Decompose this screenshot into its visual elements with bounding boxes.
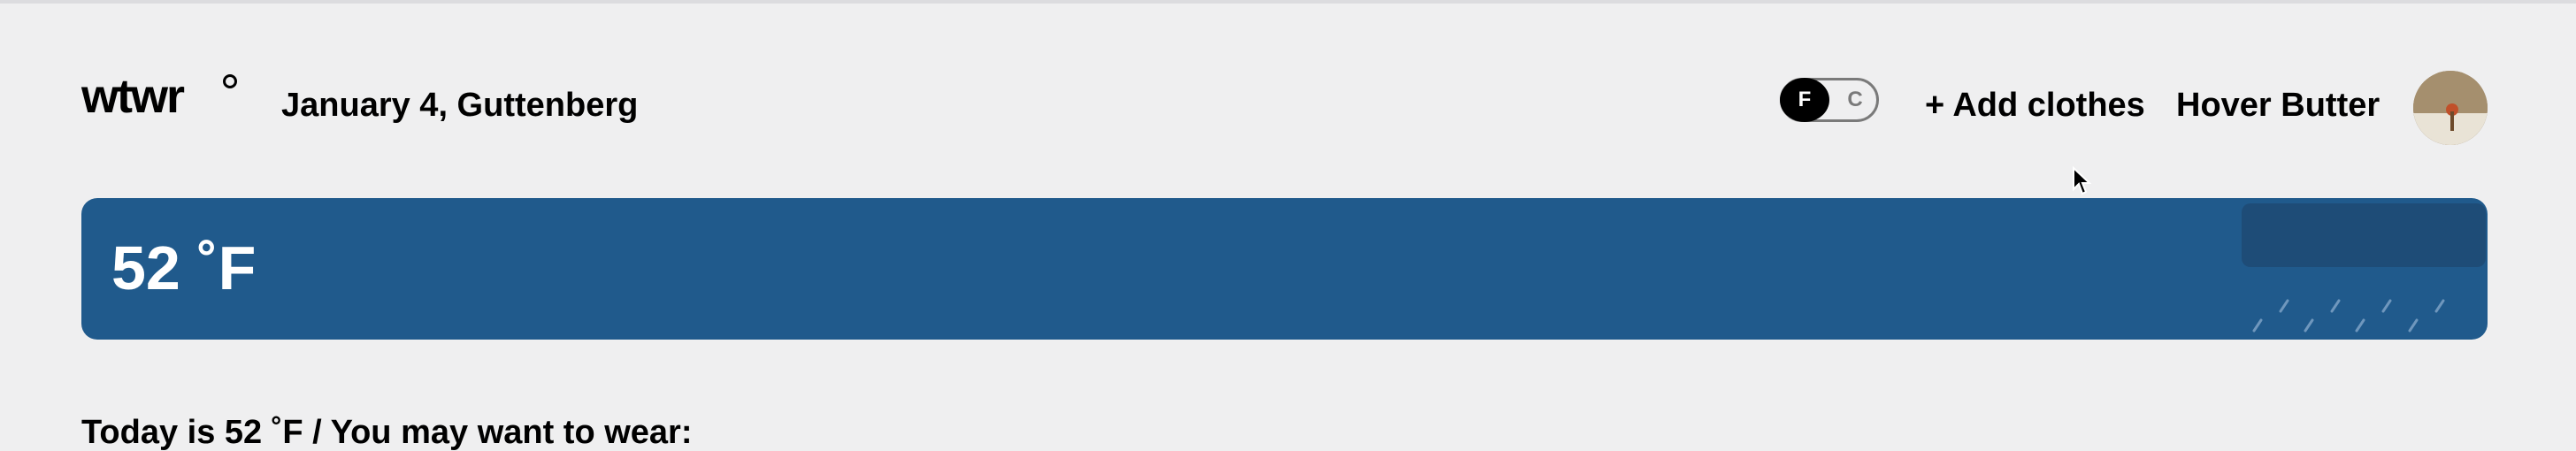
- toggle-option-c[interactable]: C: [1847, 88, 1863, 111]
- avatar-image: [2413, 71, 2488, 145]
- username[interactable]: Hover Butter: [2176, 87, 2380, 124]
- clothing-recommendation-heading: Today is 52 ˚F / You may want to wear:: [81, 414, 693, 451]
- app-logo[interactable]: wtwr: [81, 70, 185, 123]
- add-clothes-button[interactable]: + Add clothes: [1925, 87, 2145, 124]
- date-location: January 4, Guttenberg: [281, 87, 639, 124]
- current-temperature: 52 ˚F: [111, 233, 257, 302]
- rain-icon: [2242, 203, 2486, 333]
- logo-degree-mark: [223, 74, 237, 88]
- mouse-pointer-icon: [2073, 166, 2091, 195]
- temperature-unit-toggle[interactable]: F C: [1780, 78, 1879, 122]
- toggle-option-f[interactable]: F: [1780, 78, 1829, 122]
- avatar[interactable]: [2413, 71, 2488, 145]
- weather-card: 52 ˚F: [81, 198, 2488, 340]
